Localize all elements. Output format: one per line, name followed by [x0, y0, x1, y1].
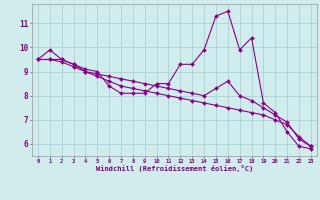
X-axis label: Windchill (Refroidissement éolien,°C): Windchill (Refroidissement éolien,°C): [96, 165, 253, 172]
